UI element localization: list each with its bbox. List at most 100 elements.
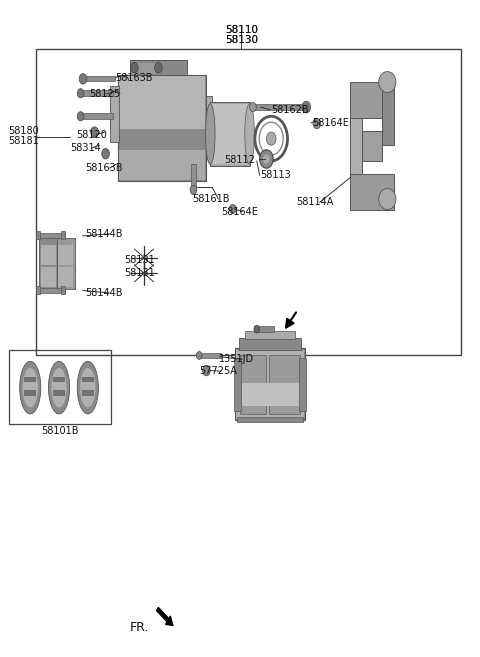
Bar (210, 102, 250, 166)
Bar (41, 245, 56, 265)
Text: 58130: 58130 (225, 35, 258, 45)
Bar (119, 150, 205, 180)
Ellipse shape (80, 368, 96, 407)
Ellipse shape (77, 361, 98, 414)
Text: 58131: 58131 (124, 268, 155, 279)
Bar (36, 288, 65, 293)
Bar (211, 104, 249, 164)
Text: 58314: 58314 (71, 143, 101, 153)
Text: 58144B: 58144B (85, 229, 123, 239)
Bar (24, 390, 36, 396)
Ellipse shape (131, 62, 138, 73)
Text: 58180: 58180 (9, 126, 39, 137)
Bar (61, 231, 65, 239)
Bar (236, 350, 304, 419)
Ellipse shape (77, 89, 84, 98)
Ellipse shape (190, 185, 197, 194)
Ellipse shape (205, 104, 215, 164)
Text: 58144B: 58144B (85, 288, 123, 298)
Bar (299, 358, 306, 411)
Text: FR.: FR. (130, 621, 149, 634)
Bar (132, 63, 156, 74)
Bar (254, 326, 274, 332)
Ellipse shape (263, 154, 270, 164)
Ellipse shape (48, 361, 70, 414)
Text: 57725A: 57725A (199, 366, 237, 376)
Bar (240, 383, 300, 406)
Ellipse shape (155, 62, 162, 73)
Ellipse shape (77, 112, 84, 121)
Text: 58130: 58130 (225, 35, 258, 45)
Bar (41, 267, 56, 287)
Ellipse shape (245, 104, 254, 164)
Bar (9, 350, 111, 424)
Bar (57, 238, 75, 289)
Bar (82, 90, 113, 96)
Bar (237, 417, 303, 422)
Text: 58131: 58131 (124, 255, 155, 265)
Text: 58164E: 58164E (312, 118, 349, 128)
Bar (82, 377, 94, 382)
Ellipse shape (196, 351, 202, 359)
Bar (118, 75, 206, 181)
Ellipse shape (102, 148, 109, 159)
Bar (130, 60, 187, 75)
Text: 58120: 58120 (76, 129, 107, 140)
Text: 58101B: 58101B (41, 426, 79, 436)
Text: 58110: 58110 (225, 25, 258, 35)
Bar (240, 355, 266, 414)
Text: 58163B: 58163B (115, 72, 153, 83)
Ellipse shape (379, 189, 396, 210)
Text: 58125: 58125 (89, 89, 120, 99)
Ellipse shape (266, 132, 276, 145)
Text: 58163B: 58163B (85, 163, 123, 173)
Bar (239, 338, 301, 350)
Bar (36, 233, 65, 238)
Bar (36, 49, 461, 355)
Bar (36, 231, 40, 239)
Bar (253, 104, 306, 110)
Text: 58110: 58110 (225, 25, 258, 35)
Text: 58164E: 58164E (221, 206, 258, 217)
Text: 58114A: 58114A (297, 197, 334, 208)
Text: 1351JD: 1351JD (219, 354, 254, 365)
Bar (119, 76, 205, 129)
Bar (24, 377, 36, 382)
Ellipse shape (260, 150, 273, 168)
Bar (61, 286, 65, 294)
Bar (39, 238, 58, 289)
Bar (245, 331, 295, 339)
Ellipse shape (23, 368, 38, 407)
FancyArrow shape (156, 608, 173, 625)
Bar (53, 377, 65, 382)
Ellipse shape (379, 72, 396, 93)
Ellipse shape (313, 118, 321, 129)
Bar (199, 353, 221, 358)
Bar (53, 390, 65, 396)
Ellipse shape (51, 368, 67, 407)
Text: 58162B: 58162B (271, 104, 309, 115)
Ellipse shape (254, 325, 260, 333)
Bar (82, 390, 94, 396)
Bar (36, 286, 40, 294)
Bar (191, 164, 196, 190)
Bar (350, 118, 362, 174)
Ellipse shape (79, 74, 87, 84)
Bar (206, 96, 212, 155)
Text: 58113: 58113 (261, 170, 291, 181)
Text: 58112: 58112 (225, 154, 255, 165)
Ellipse shape (203, 365, 210, 376)
Ellipse shape (229, 204, 236, 214)
Bar (58, 267, 73, 287)
Ellipse shape (91, 127, 98, 137)
Bar (84, 76, 115, 81)
Bar (58, 245, 73, 265)
Text: 58161B: 58161B (192, 194, 229, 204)
Bar (269, 355, 300, 414)
Ellipse shape (302, 101, 311, 113)
Bar (350, 82, 394, 118)
Ellipse shape (20, 361, 41, 414)
Text: 58181: 58181 (9, 136, 39, 147)
Bar (382, 82, 394, 145)
Bar (235, 348, 305, 420)
